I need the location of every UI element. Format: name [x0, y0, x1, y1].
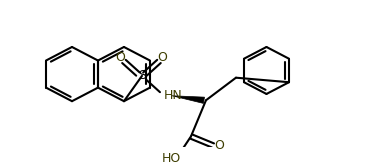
Text: S: S [138, 69, 146, 82]
Text: O: O [115, 51, 125, 64]
Text: O: O [157, 51, 167, 64]
Text: O: O [214, 139, 224, 152]
Polygon shape [172, 96, 204, 103]
Text: HO: HO [161, 152, 181, 163]
Text: HN: HN [164, 89, 183, 102]
